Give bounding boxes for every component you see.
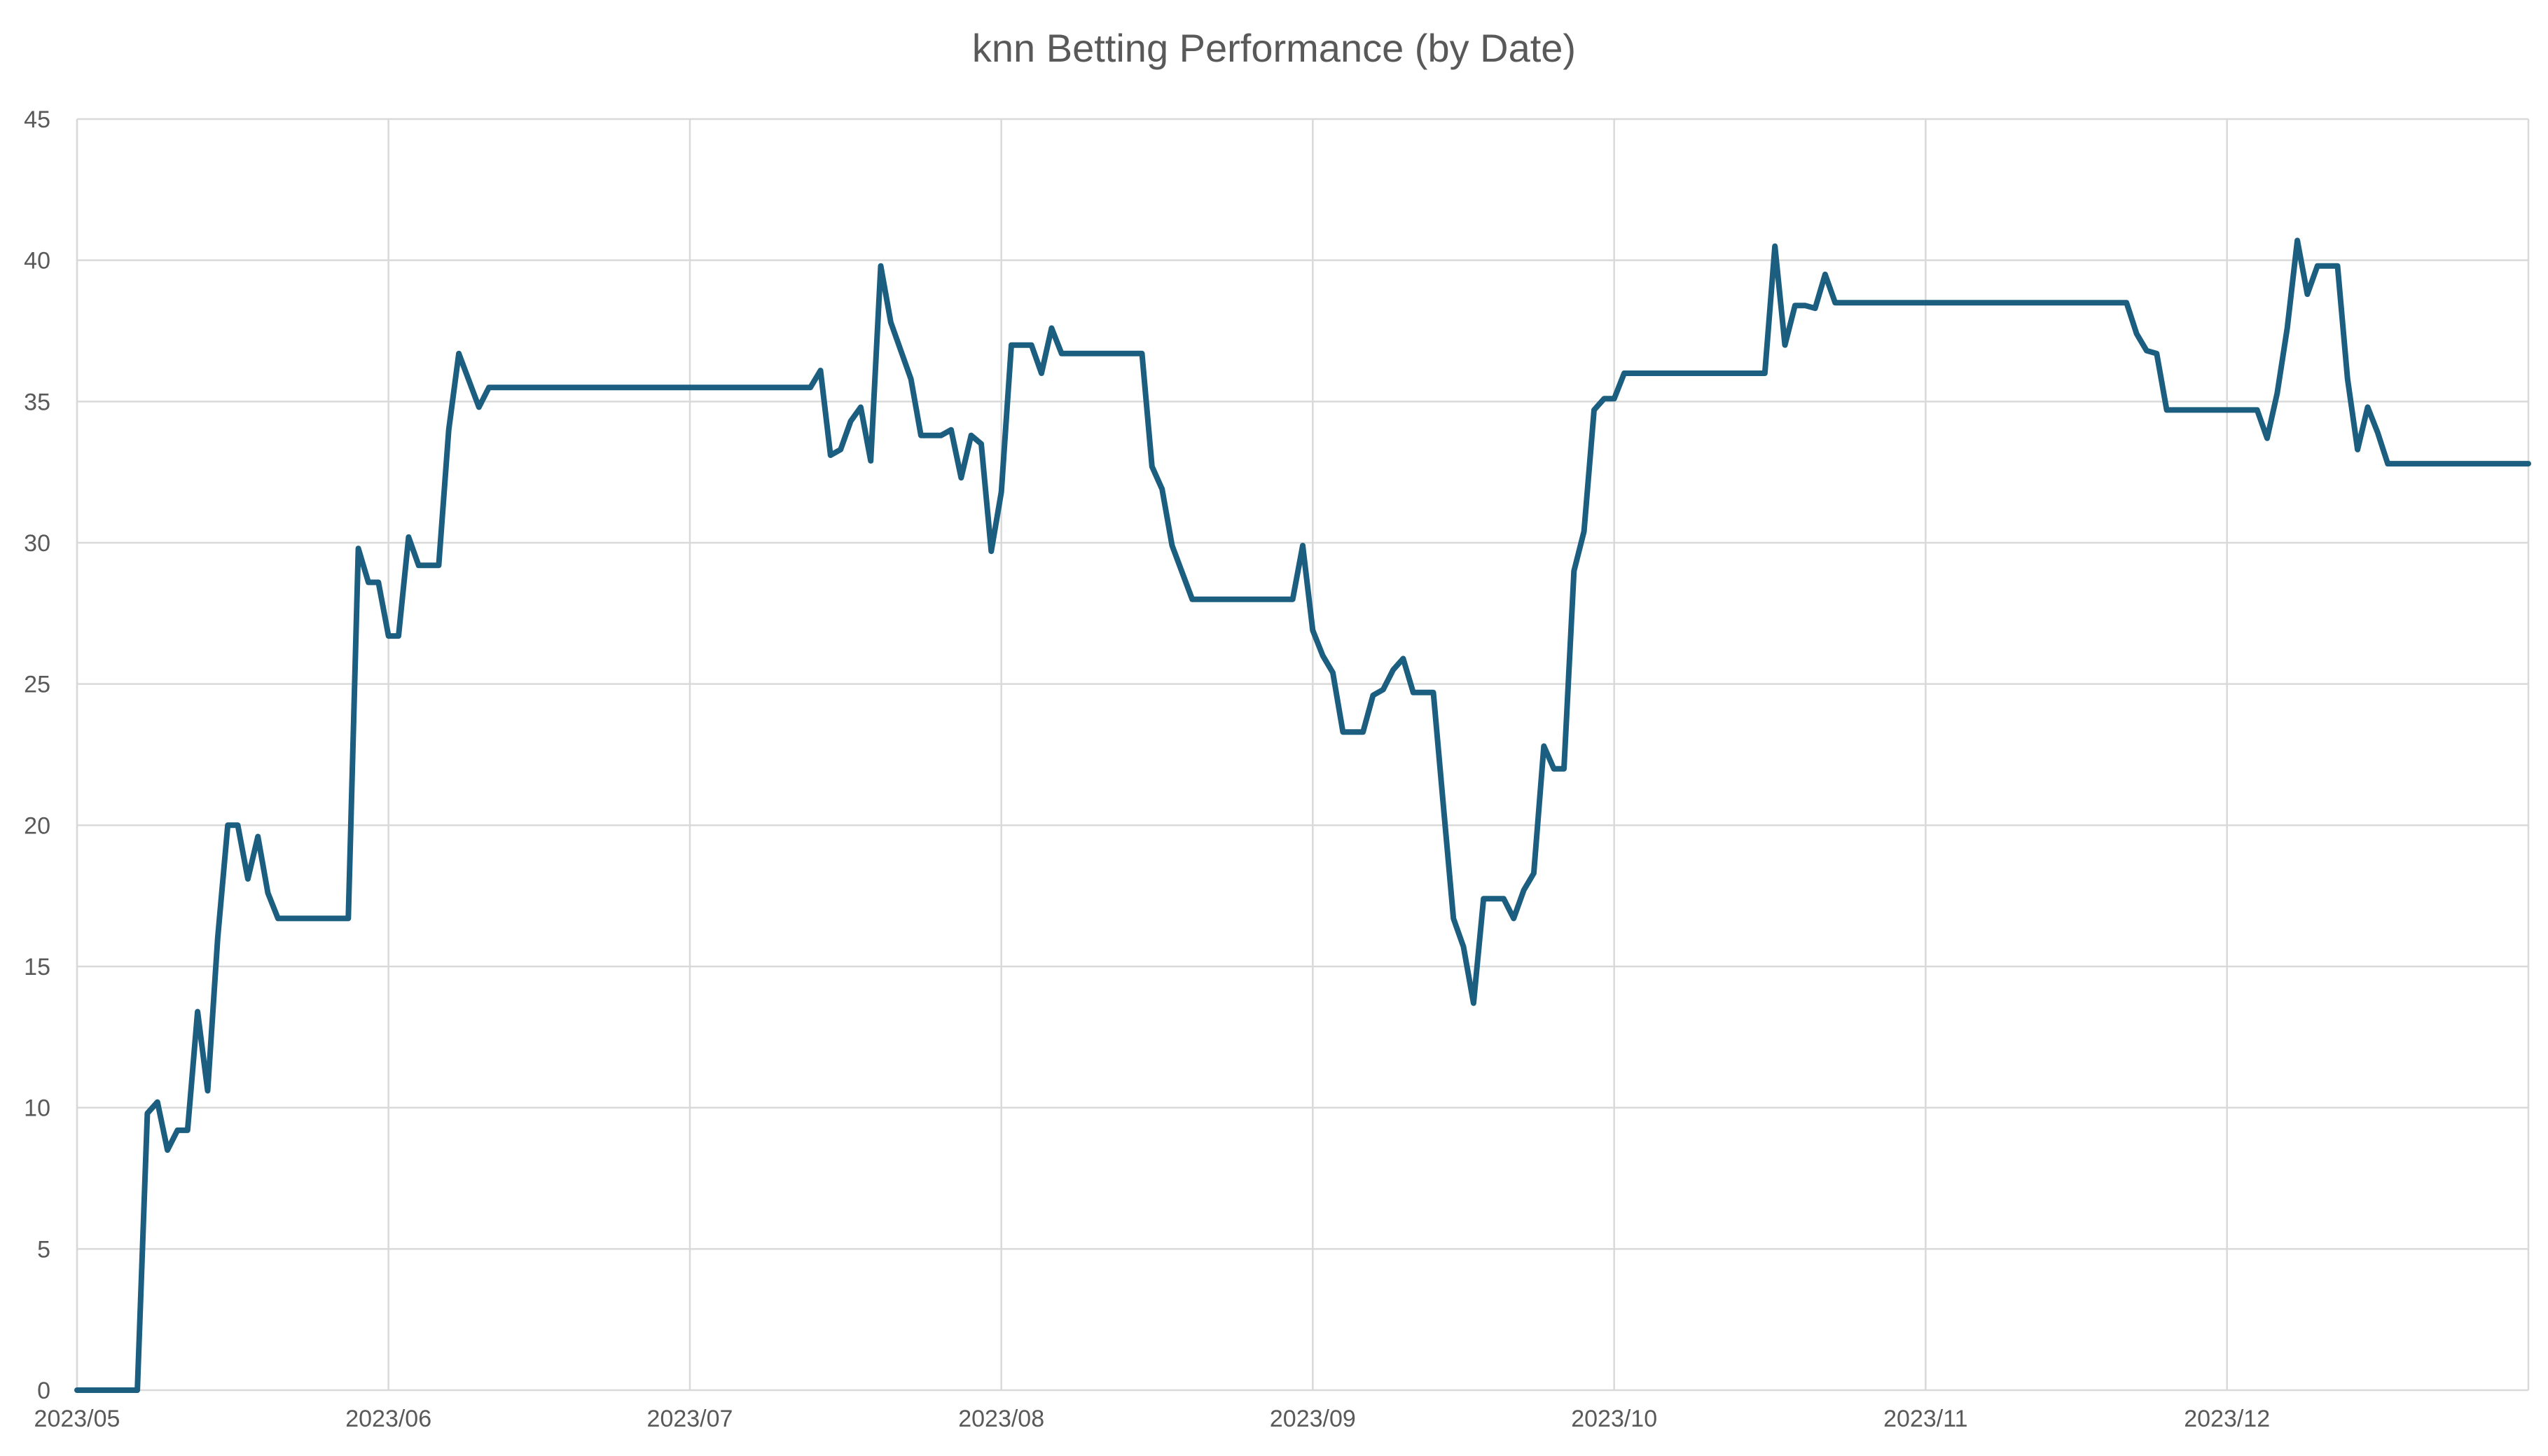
x-tick-label-2023/12: 2023/12 <box>2184 1406 2270 1432</box>
series-line-1 <box>74 237 2531 1393</box>
chart-title: knn Betting Performance (by Date) <box>971 26 1577 70</box>
y-tick-label-0: 0 <box>37 1378 50 1404</box>
x-tick-label-2023/05: 2023/05 <box>34 1406 120 1432</box>
y-gridlines <box>77 118 2528 1392</box>
y-axis-tick-labels: 0 5 10 15 20 25 30 35 40 45 <box>24 106 50 1404</box>
x-tick-label-2023/09: 2023/09 <box>1270 1406 1356 1432</box>
y-tick-label-45: 45 <box>24 106 50 133</box>
y-tick-label-30: 30 <box>24 530 50 557</box>
x-axis-tick-labels: 2023/05 2023/06 2023/07 2023/08 2023/09 2023/… <box>34 1406 2271 1432</box>
y-tick-label-10: 10 <box>24 1095 50 1122</box>
y-tick-label-40: 40 <box>24 248 50 275</box>
y-tick-label-25: 25 <box>24 672 50 698</box>
x-tick-label-2023/11: 2023/11 <box>1883 1406 1967 1432</box>
x-tick-label-2023/08: 2023/08 <box>958 1406 1044 1432</box>
x-gridlines <box>76 119 2530 1390</box>
y-tick-label-20: 20 <box>24 812 50 839</box>
x-tick-label-2023/06: 2023/06 <box>345 1406 431 1432</box>
x-tick-label-2023/10: 2023/10 <box>1571 1406 1657 1432</box>
series-group <box>74 237 2531 1393</box>
y-tick-label-5: 5 <box>37 1236 50 1263</box>
y-tick-label-15: 15 <box>24 954 50 980</box>
y-tick-label-35: 35 <box>24 389 50 415</box>
x-tick-label-2023/07: 2023/07 <box>647 1406 733 1432</box>
